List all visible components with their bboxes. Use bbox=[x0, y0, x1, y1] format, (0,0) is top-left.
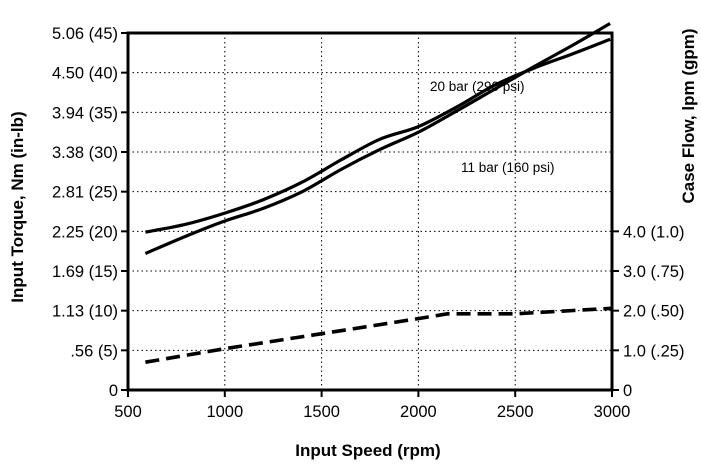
case-flow-line bbox=[145, 306, 613, 364]
left-axis-title: Input Torque, Nm (in-lb) bbox=[8, 111, 27, 302]
right-tick-label: 4.0 (1.0) bbox=[623, 223, 684, 241]
left-axis-ticks: 0 .56 (5) 1.13 (10) 1.69 (15) 2.25 (20) 2.81 … bbox=[52, 25, 128, 400]
left-tick-label: .56 (5) bbox=[70, 342, 118, 360]
left-tick-label: 3.94 (35) bbox=[52, 104, 118, 122]
x-tick-label: 1500 bbox=[303, 403, 340, 421]
right-tick-label: 3.0 (.75) bbox=[623, 263, 684, 281]
x-axis-ticks: 500 1000 1500 2000 2500 3000 bbox=[114, 390, 630, 421]
right-axis-title: Case Flow, lpm (gpm) bbox=[679, 28, 698, 203]
left-tick-label: 0 bbox=[109, 382, 118, 400]
right-tick-label: 1.0 (.25) bbox=[623, 342, 684, 360]
right-tick-label: 2.0 (.50) bbox=[623, 303, 684, 321]
x-tick-label: 2000 bbox=[400, 403, 437, 421]
left-tick-label: 1.69 (15) bbox=[52, 263, 118, 281]
left-tick-label: 5.06 (45) bbox=[52, 25, 118, 43]
left-tick-label: 1.13 (10) bbox=[52, 303, 118, 321]
annotation-20-bar: 20 bar (290 psi) bbox=[430, 79, 525, 94]
right-tick-label: 0 bbox=[623, 382, 632, 400]
x-tick-label: 2500 bbox=[497, 403, 534, 421]
left-tick-label: 4.50 (40) bbox=[52, 65, 118, 83]
left-tick-label: 2.81 (25) bbox=[52, 184, 118, 202]
left-tick-label: 2.25 (20) bbox=[52, 223, 118, 241]
x-axis-title: Input Speed (rpm) bbox=[295, 441, 440, 460]
left-tick-label: 3.38 (30) bbox=[52, 144, 118, 162]
series-lines bbox=[144, 22, 613, 364]
annotation-11-bar: 11 bar (160 psi) bbox=[461, 160, 555, 175]
x-tick-label: 1000 bbox=[206, 403, 243, 421]
x-tick-label: 500 bbox=[114, 403, 142, 421]
right-axis-ticks: 0 1.0 (.25) 2.0 (.50) 3.0 (.75) 4.0 (1.0) bbox=[612, 223, 684, 400]
plot-frame bbox=[126, 31, 614, 392]
x-tick-label: 3000 bbox=[594, 403, 631, 421]
gridlines bbox=[128, 33, 612, 390]
torque-line-11-bar bbox=[145, 37, 611, 234]
